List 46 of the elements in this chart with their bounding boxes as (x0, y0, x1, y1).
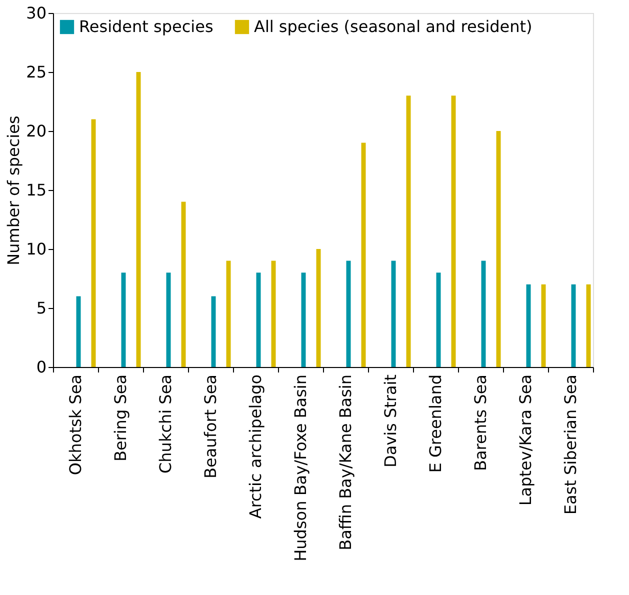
x-tick-label: Hudson Bay/Foxe Basin (291, 374, 310, 562)
bar (271, 260, 276, 367)
y-tick-label: 25 (26, 62, 46, 82)
bar (76, 296, 81, 367)
x-tick-label: East Siberian Sea (561, 374, 580, 515)
bar (346, 260, 351, 367)
y-tick-label: 0 (36, 358, 46, 376)
bar (91, 119, 96, 367)
x-tick-label: Chukchi Sea (156, 374, 175, 474)
x-tick-label: Baffin Bay/Kane Basin (336, 374, 355, 550)
bar (166, 272, 171, 367)
y-tick-label: 5 (36, 298, 46, 318)
bar (226, 260, 231, 367)
bar (526, 284, 531, 367)
bar (316, 249, 321, 367)
bar (361, 142, 366, 367)
bar (436, 272, 441, 367)
x-tick-label: Barents Sea (471, 374, 490, 471)
x-tick-label: Bering Sea (111, 374, 130, 462)
y-tick-label: 10 (26, 240, 46, 258)
bar (391, 260, 396, 367)
legend-label: All species (seasonal and resident) (254, 17, 532, 36)
bar (211, 296, 216, 367)
x-tick-label: Arctic archipelago (246, 374, 265, 519)
bar (136, 72, 141, 367)
bar (121, 272, 126, 367)
bar (451, 96, 456, 367)
x-tick-label: Davis Strait (381, 374, 400, 468)
bar (256, 272, 261, 367)
bar (571, 284, 576, 367)
bar (181, 202, 186, 367)
legend-label: Resident species (79, 17, 214, 36)
y-tick-label: 30 (26, 4, 46, 22)
y-tick-label: 20 (26, 122, 46, 140)
y-axis-title: Number of species (4, 116, 24, 266)
x-tick-label: Beaufort Sea (201, 374, 220, 478)
x-tick-label: Laptev/Kara Sea (516, 374, 535, 506)
x-tick-label: Okhotsk Sea (66, 374, 85, 476)
bar (481, 260, 486, 367)
y-tick-label: 15 (26, 180, 46, 200)
bar (406, 96, 411, 367)
bar (541, 284, 546, 367)
bar (496, 131, 501, 367)
x-tick-label: E Greenland (426, 374, 445, 473)
bar (301, 272, 306, 367)
bar (586, 284, 591, 367)
